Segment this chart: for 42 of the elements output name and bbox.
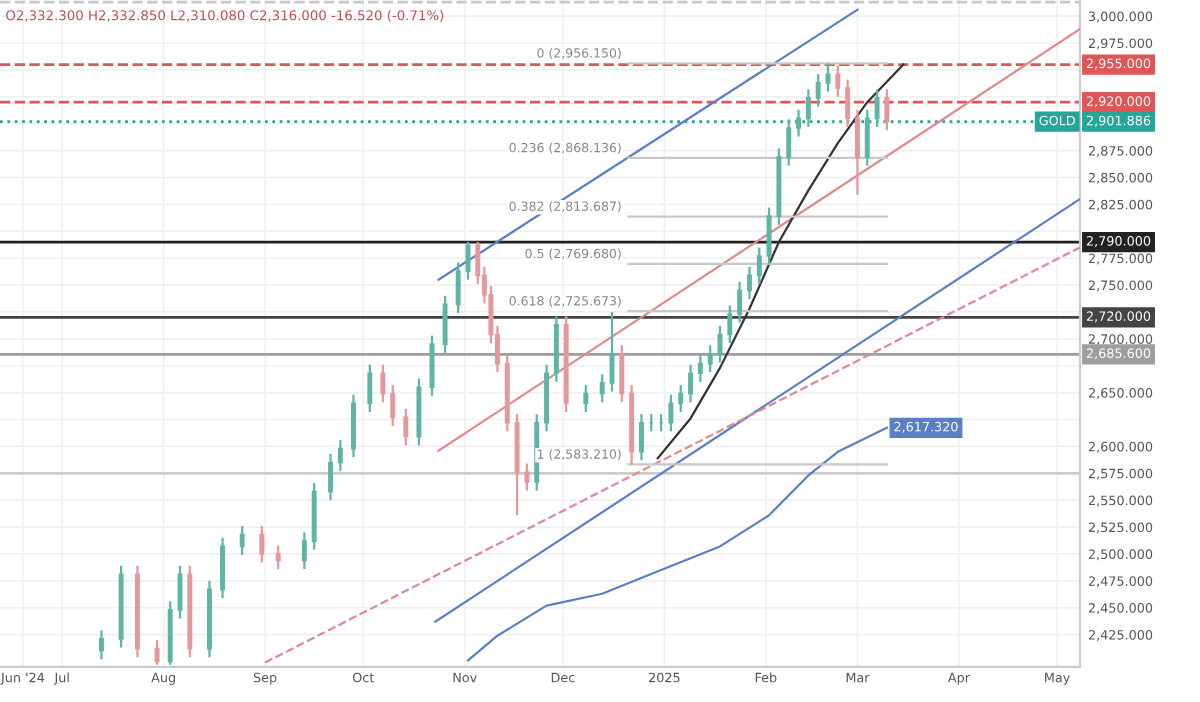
candlestick — [328, 452, 334, 502]
candlestick — [638, 413, 644, 462]
candlestick — [805, 88, 811, 129]
candlestick — [350, 393, 356, 459]
candlestick — [583, 383, 589, 414]
candlestick — [845, 78, 851, 129]
candlestick — [815, 73, 821, 108]
candlestick — [98, 629, 104, 661]
candlestick — [619, 344, 625, 404]
candlestick — [154, 638, 160, 666]
candlestick — [403, 407, 409, 447]
candlestick — [688, 363, 694, 404]
candlestick — [220, 536, 226, 600]
candlestick — [390, 383, 396, 428]
candlestick — [727, 304, 733, 345]
candlestick — [746, 265, 752, 301]
candlestick — [678, 383, 684, 414]
candlestick — [756, 246, 762, 286]
candlestick — [835, 64, 841, 98]
candlestick — [442, 294, 448, 354]
candlestick — [737, 280, 743, 324]
candlestick — [864, 108, 870, 167]
candlestick — [275, 544, 281, 571]
candlestick — [884, 88, 890, 132]
candlestick — [259, 524, 265, 564]
candlestick — [367, 363, 373, 414]
candlestick — [380, 363, 386, 404]
candlestick — [599, 373, 605, 404]
candlestick — [668, 393, 674, 433]
candlestick — [796, 108, 802, 138]
candlestick — [786, 118, 792, 167]
candlestick — [524, 462, 530, 492]
candlestick — [697, 353, 703, 383]
candlestick — [239, 524, 245, 557]
candlestick — [854, 108, 860, 196]
candlestick — [337, 438, 343, 473]
candlestick — [455, 261, 461, 315]
candlestick — [766, 206, 772, 266]
candlestick — [874, 88, 880, 129]
candlestick — [825, 62, 831, 93]
candlestick — [301, 531, 307, 571]
candlestick — [707, 344, 713, 374]
